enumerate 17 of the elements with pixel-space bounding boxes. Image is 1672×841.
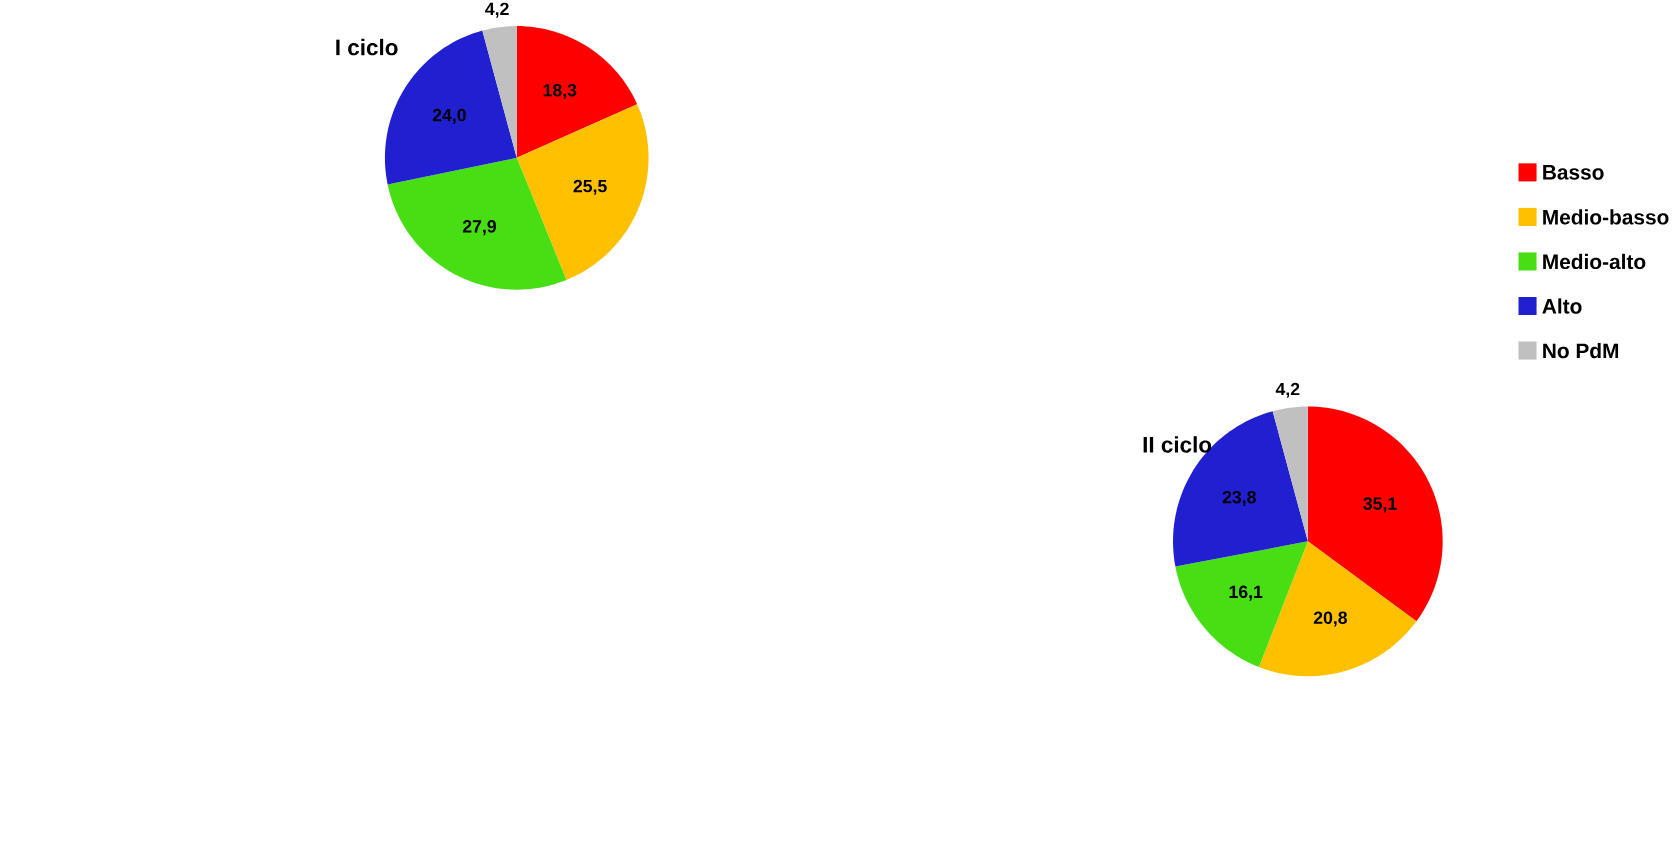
data-label: 24,0 [432,109,466,125]
legend-label: Medio-alto [1543,253,1646,270]
data-label: 16,1 [1229,585,1263,601]
data-label: 20,8 [1313,611,1348,627]
legend-label: Alto [1542,298,1582,314]
data-label: 25,5 [573,179,607,196]
data-label: 35,1 [1363,497,1397,513]
text: I ciclo [336,39,398,56]
legend-label: No PdM [1543,343,1619,359]
legend-label: Basso [1543,165,1604,180]
data-label: 4,2 [485,2,509,18]
data-label: 27,9 [462,220,496,236]
data-label: 4,2 [1275,382,1300,398]
data-label: 18,3 [543,84,577,100]
legend-label: Medio-basso [1543,209,1669,225]
data-label: 23,8 [1222,491,1256,507]
text: II ciclo [1143,436,1212,453]
